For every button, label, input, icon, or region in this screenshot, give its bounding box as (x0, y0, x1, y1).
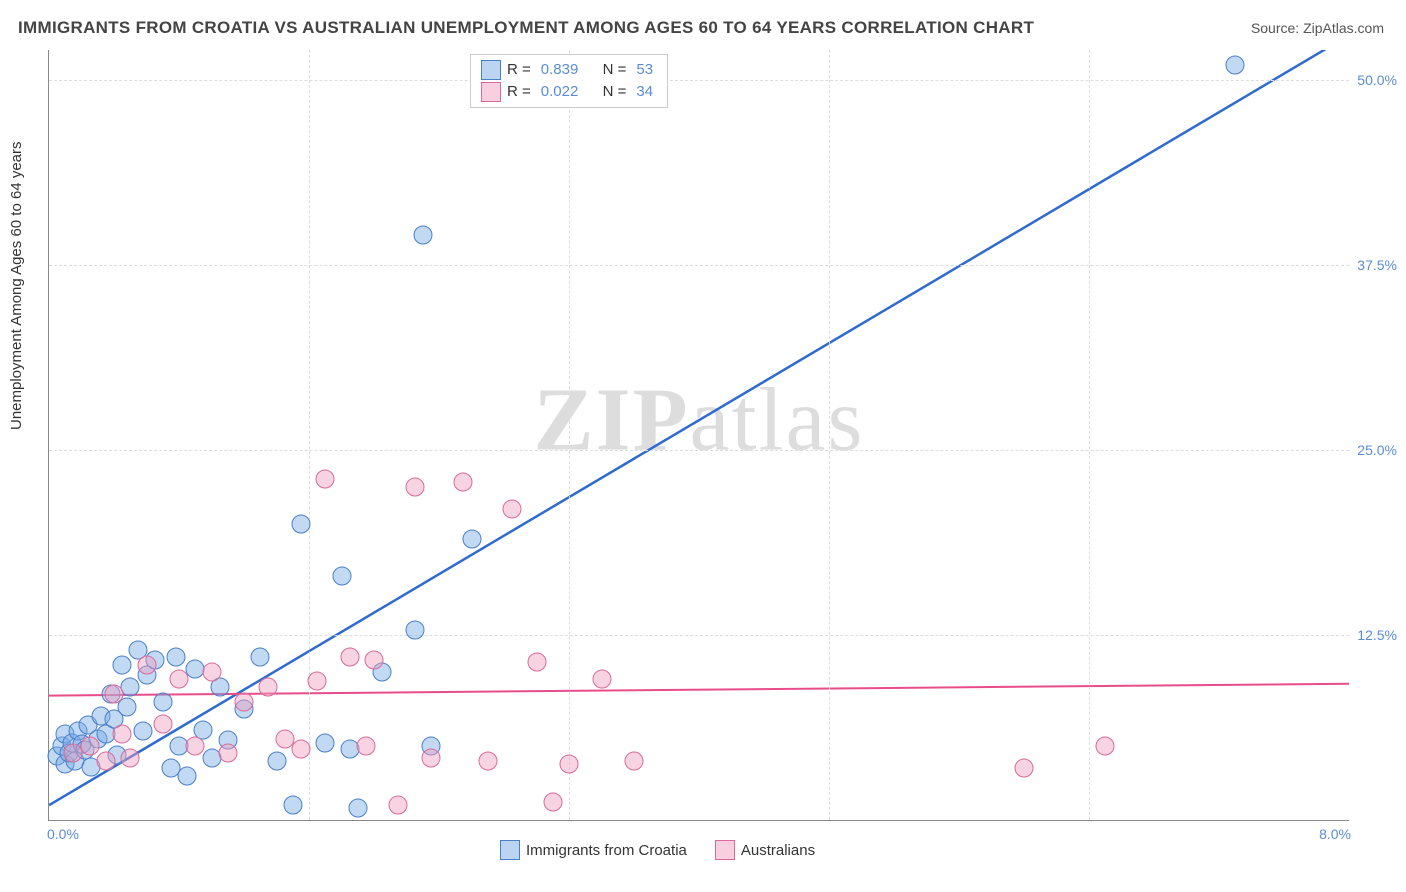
chart-plot-area: ZIPatlas 0.0% 8.0% 12.5%25.0%37.5%50.0% (48, 50, 1349, 821)
data-point (218, 744, 237, 763)
y-tick-label: 50.0% (1349, 72, 1397, 88)
data-point (166, 648, 185, 667)
series-legend: Immigrants from Croatia Australians (500, 840, 815, 860)
data-point (186, 736, 205, 755)
legend-r-value: 0.839 (541, 59, 579, 81)
legend-swatch (481, 82, 501, 102)
legend-swatch (500, 840, 520, 860)
data-point (153, 692, 172, 711)
data-point (202, 662, 221, 681)
data-point (121, 748, 140, 767)
data-point (405, 621, 424, 640)
data-point (283, 796, 302, 815)
data-point (235, 692, 254, 711)
data-point (1096, 736, 1115, 755)
legend-n-value: 34 (636, 81, 653, 103)
data-point (543, 793, 562, 812)
chart-title: IMMIGRANTS FROM CROATIA VS AUSTRALIAN UN… (18, 18, 1034, 38)
data-point (316, 470, 335, 489)
source-prefix: Source: (1251, 20, 1303, 36)
legend-label: Immigrants from Croatia (526, 842, 687, 859)
data-point (340, 648, 359, 667)
y-axis-label: Unemployment Among Ages 60 to 64 years (8, 141, 25, 430)
gridline-horizontal (49, 265, 1349, 266)
data-point (259, 677, 278, 696)
legend-swatch (715, 840, 735, 860)
data-point (291, 514, 310, 533)
legend-r-label: R = (507, 81, 531, 103)
x-tick-max: 8.0% (1319, 826, 1351, 842)
data-point (80, 736, 99, 755)
y-tick-label: 25.0% (1349, 442, 1397, 458)
data-point (153, 714, 172, 733)
data-point (332, 566, 351, 585)
data-point (121, 677, 140, 696)
legend-n-label: N = (603, 81, 627, 103)
gridline-horizontal (49, 80, 1349, 81)
data-point (308, 671, 327, 690)
data-point (170, 670, 189, 689)
legend-label: Australians (741, 842, 815, 859)
gridline-vertical (1089, 50, 1090, 820)
gridline-vertical (829, 50, 830, 820)
data-point (178, 766, 197, 785)
watermark: ZIPatlas (534, 368, 865, 471)
x-tick-min: 0.0% (47, 826, 79, 842)
gridline-vertical (569, 50, 570, 820)
data-point (356, 736, 375, 755)
legend-item: Australians (715, 840, 815, 860)
source-attribution: Source: ZipAtlas.com (1251, 20, 1384, 36)
legend-item: Immigrants from Croatia (500, 840, 687, 860)
data-point (625, 751, 644, 770)
gridline-horizontal (49, 450, 1349, 451)
data-point (134, 722, 153, 741)
gridline-horizontal (49, 635, 1349, 636)
legend-r-value: 0.022 (541, 81, 579, 103)
data-point (413, 226, 432, 245)
data-point (592, 670, 611, 689)
legend-r-label: R = (507, 59, 531, 81)
data-point (348, 799, 367, 818)
data-point (113, 725, 132, 744)
data-point (291, 739, 310, 758)
data-point (96, 751, 115, 770)
legend-row: R = 0.839 N = 53 (481, 59, 657, 81)
data-point (1226, 55, 1245, 74)
data-point (1015, 759, 1034, 778)
data-point (405, 477, 424, 496)
data-point (421, 748, 440, 767)
data-point (316, 734, 335, 753)
data-point (503, 500, 522, 519)
data-point (267, 751, 286, 770)
data-point (105, 685, 124, 704)
legend-swatch (481, 60, 501, 80)
data-point (365, 651, 384, 670)
data-point (527, 652, 546, 671)
data-point (462, 529, 481, 548)
data-point (137, 655, 156, 674)
correlation-legend: R = 0.839 N = 53 R = 0.022 N = 34 (470, 54, 668, 108)
source-name: ZipAtlas.com (1303, 20, 1384, 36)
gridline-vertical (309, 50, 310, 820)
data-point (560, 754, 579, 773)
y-tick-label: 12.5% (1349, 627, 1397, 643)
legend-row: R = 0.022 N = 34 (481, 81, 657, 103)
y-tick-label: 37.5% (1349, 257, 1397, 273)
data-point (454, 473, 473, 492)
legend-n-label: N = (603, 59, 627, 81)
legend-n-value: 53 (636, 59, 653, 81)
data-point (113, 655, 132, 674)
watermark-light: atlas (690, 370, 865, 469)
data-point (389, 796, 408, 815)
data-point (251, 648, 270, 667)
watermark-strong: ZIP (534, 370, 690, 469)
data-point (478, 751, 497, 770)
